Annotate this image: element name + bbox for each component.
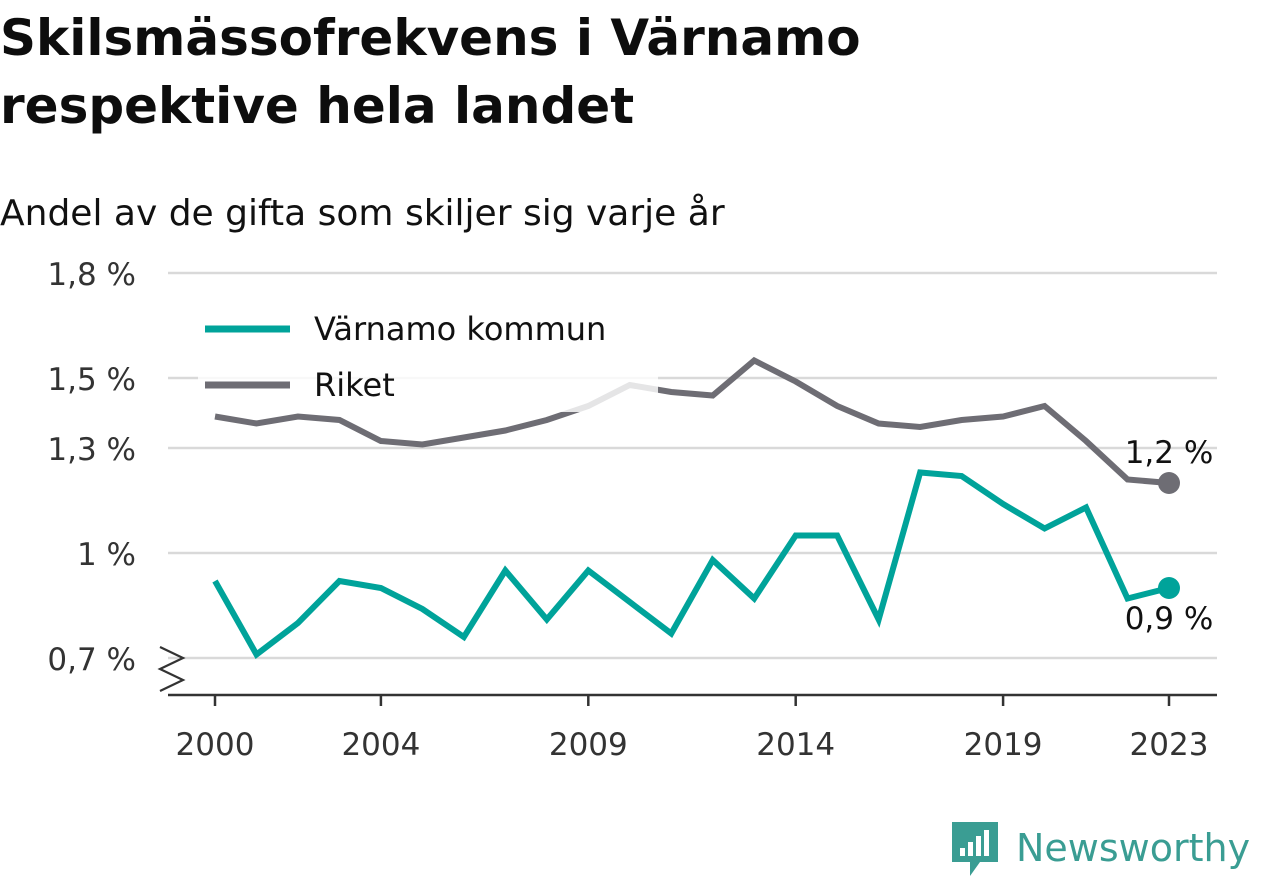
- axis-break-icon: [157, 646, 186, 692]
- brand-name: Newsworthy: [1016, 826, 1251, 870]
- legend-label-riket: Riket: [314, 366, 395, 404]
- end-point-varnamo: [1158, 577, 1180, 599]
- x-tick-label: 2000: [176, 727, 255, 763]
- y-tick-label: 1,8 %: [47, 257, 136, 293]
- x-tick-label: 2023: [1130, 727, 1209, 763]
- end-label-riket: 1,2 %: [1125, 435, 1214, 471]
- newsworthy-logo-icon: [952, 822, 998, 876]
- series-line-varnamo: [212, 469, 1170, 659]
- series-line-riket: [214, 356, 1170, 486]
- x-tick-label: 2014: [756, 727, 835, 763]
- y-tick-label: 1,3 %: [47, 432, 136, 468]
- y-tick-label: 0,7 %: [47, 642, 136, 678]
- chart-title: Skilsmässofrekvens i Värnamo respektive …: [0, 9, 861, 135]
- x-tick-label: 2004: [341, 727, 420, 763]
- x-tick-label: 2009: [549, 727, 628, 763]
- x-tick-label: 2019: [964, 727, 1043, 763]
- legend-label-varnamo: Värnamo kommun: [314, 310, 606, 348]
- end-point-riket: [1158, 472, 1180, 494]
- end-label-varnamo: 0,9 %: [1125, 601, 1214, 637]
- y-tick-label: 1,5 %: [47, 362, 136, 398]
- brand: Newsworthy: [950, 818, 1250, 878]
- chart-subtitle: Andel av de gifta som skiljer sig varje …: [0, 193, 725, 234]
- legend-background: [198, 300, 658, 412]
- y-tick-label: 1 %: [77, 537, 136, 573]
